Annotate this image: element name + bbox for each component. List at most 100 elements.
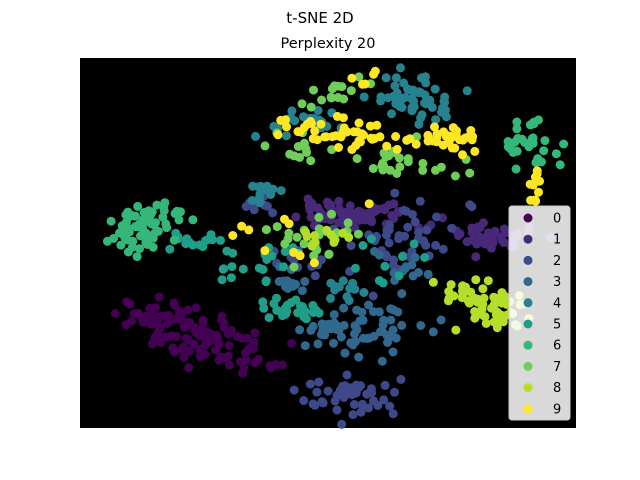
point-class-1 xyxy=(326,200,336,210)
point-class-2 xyxy=(438,244,448,254)
point-class-7 xyxy=(292,232,302,242)
point-class-0 xyxy=(154,292,164,302)
point-class-3 xyxy=(428,327,438,337)
point-class-5 xyxy=(409,239,419,249)
point-class-0 xyxy=(153,327,163,337)
point-class-2 xyxy=(347,390,357,400)
point-class-4 xyxy=(359,92,369,102)
point-class-0 xyxy=(183,305,193,315)
point-class-7 xyxy=(354,72,364,82)
point-class-6 xyxy=(132,252,142,262)
point-class-5 xyxy=(380,261,390,271)
point-class-0 xyxy=(190,323,200,333)
point-class-5 xyxy=(201,236,210,246)
point-class-2 xyxy=(364,403,373,413)
point-class-8 xyxy=(471,275,481,285)
point-class-0 xyxy=(265,361,275,371)
point-class-1 xyxy=(384,200,394,210)
point-class-9 xyxy=(320,132,330,142)
point-class-6 xyxy=(159,201,168,211)
point-class-7 xyxy=(368,164,378,173)
point-class-4 xyxy=(390,81,400,91)
point-class-6 xyxy=(511,164,521,174)
point-class-3 xyxy=(386,304,396,314)
point-class-2 xyxy=(348,410,358,420)
point-class-0 xyxy=(197,329,207,339)
point-class-2 xyxy=(385,401,395,411)
legend-label-0: 0 xyxy=(553,212,561,227)
point-class-3 xyxy=(300,341,310,351)
point-class-8 xyxy=(478,284,488,294)
point-class-7 xyxy=(302,147,312,157)
point-class-3 xyxy=(297,286,307,296)
point-class-8 xyxy=(446,280,456,290)
point-class-8 xyxy=(310,231,320,240)
point-class-8 xyxy=(494,317,503,327)
point-class-0 xyxy=(219,318,229,328)
point-class-9 xyxy=(302,119,312,129)
point-class-9 xyxy=(392,144,402,154)
point-class-5 xyxy=(226,273,236,283)
point-class-8 xyxy=(310,237,320,247)
point-class-5 xyxy=(420,253,430,262)
point-class-4 xyxy=(251,131,260,141)
point-class-7 xyxy=(295,152,305,162)
point-class-0 xyxy=(214,355,224,365)
point-class-6 xyxy=(120,232,130,242)
point-class-7 xyxy=(379,162,389,172)
point-class-9 xyxy=(532,166,542,176)
point-class-2 xyxy=(447,223,457,233)
point-class-7 xyxy=(327,84,337,94)
point-class-4 xyxy=(330,281,340,291)
point-class-3 xyxy=(364,300,373,310)
point-class-6 xyxy=(512,124,522,134)
point-class-5 xyxy=(296,301,305,311)
point-class-8 xyxy=(302,231,312,241)
point-class-0 xyxy=(147,339,157,349)
point-class-9 xyxy=(470,146,480,156)
legend-label-3: 3 xyxy=(553,275,561,290)
axes-title: Perplexity 20 xyxy=(281,36,376,52)
point-class-3 xyxy=(379,315,389,325)
point-class-4 xyxy=(376,96,386,106)
point-class-7 xyxy=(326,93,336,103)
point-class-9 xyxy=(528,180,538,190)
point-class-6 xyxy=(140,228,150,237)
point-class-1 xyxy=(349,210,359,220)
legend-label-7: 7 xyxy=(553,360,561,375)
point-class-1 xyxy=(499,224,509,234)
legend-marker-5 xyxy=(523,319,533,329)
point-class-2 xyxy=(323,386,333,396)
point-class-0 xyxy=(122,297,132,307)
point-class-9 xyxy=(430,122,439,132)
point-class-7 xyxy=(327,145,337,155)
point-class-0 xyxy=(211,345,221,355)
point-class-2 xyxy=(422,225,432,235)
point-class-0 xyxy=(170,347,179,357)
point-class-3 xyxy=(397,289,407,299)
point-class-4 xyxy=(403,85,413,95)
point-class-9 xyxy=(327,132,337,142)
point-class-5 xyxy=(378,278,388,288)
point-class-6 xyxy=(170,235,180,245)
point-class-2 xyxy=(394,231,404,241)
point-class-0 xyxy=(174,306,184,316)
point-class-6 xyxy=(188,215,198,225)
point-class-7 xyxy=(297,99,307,109)
point-class-5 xyxy=(301,314,311,324)
point-class-3 xyxy=(436,315,446,325)
point-class-4 xyxy=(381,73,391,83)
point-class-9 xyxy=(405,134,415,144)
point-class-9 xyxy=(375,132,385,142)
point-class-9 xyxy=(347,73,357,83)
point-class-3 xyxy=(340,348,350,358)
point-class-9 xyxy=(293,127,303,137)
point-class-2 xyxy=(249,205,259,215)
legend-marker-4 xyxy=(523,298,533,308)
point-class-7 xyxy=(431,165,440,175)
point-class-3 xyxy=(326,324,336,334)
point-class-9 xyxy=(332,111,342,121)
point-class-3 xyxy=(397,320,407,330)
point-class-6 xyxy=(539,146,549,156)
point-class-2 xyxy=(342,370,352,380)
